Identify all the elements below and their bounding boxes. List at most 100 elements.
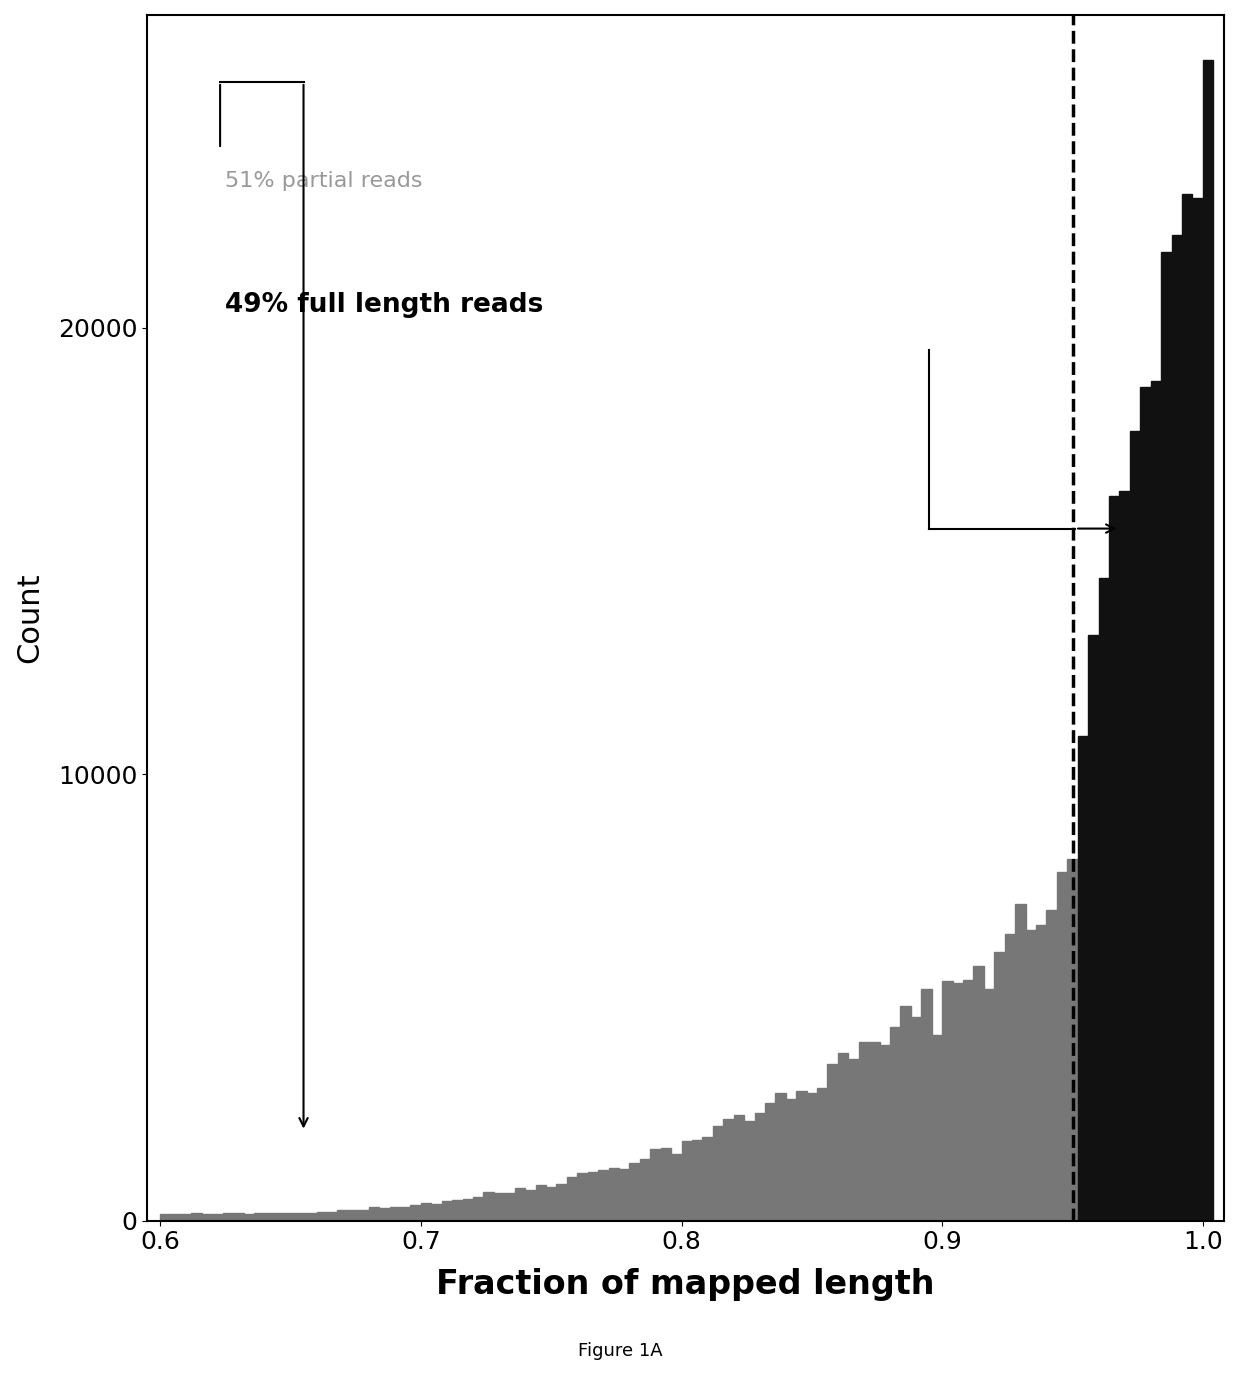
Bar xyxy=(472,1198,484,1220)
Bar xyxy=(420,1204,432,1220)
Bar xyxy=(619,1169,630,1220)
Bar xyxy=(567,1177,577,1220)
Bar xyxy=(775,1094,786,1220)
Text: Figure 1A: Figure 1A xyxy=(578,1343,662,1360)
Bar xyxy=(1182,194,1193,1220)
Bar xyxy=(254,1213,264,1220)
Bar xyxy=(1004,933,1016,1220)
Bar xyxy=(557,1184,567,1220)
Bar xyxy=(212,1215,223,1220)
Bar xyxy=(682,1141,692,1220)
Bar xyxy=(1047,910,1056,1220)
Bar xyxy=(358,1211,368,1220)
Bar xyxy=(744,1121,754,1220)
Bar xyxy=(223,1213,233,1220)
Bar xyxy=(713,1127,723,1220)
Bar xyxy=(578,1173,588,1220)
Bar xyxy=(202,1215,212,1220)
Bar xyxy=(786,1099,796,1220)
Bar xyxy=(285,1212,295,1220)
Bar xyxy=(1025,929,1035,1220)
Bar xyxy=(1203,60,1213,1220)
Bar xyxy=(1193,198,1203,1220)
Bar xyxy=(952,983,963,1220)
Bar xyxy=(734,1114,744,1220)
Bar xyxy=(702,1138,713,1220)
Bar xyxy=(401,1206,410,1220)
Bar xyxy=(1016,904,1025,1220)
Bar xyxy=(1078,736,1089,1220)
Bar xyxy=(869,1042,879,1220)
Bar xyxy=(368,1208,379,1220)
Bar xyxy=(348,1211,358,1220)
Bar xyxy=(807,1092,817,1220)
Bar xyxy=(963,981,973,1220)
Bar xyxy=(921,989,931,1220)
Bar xyxy=(640,1159,650,1220)
Bar xyxy=(1068,859,1078,1220)
Y-axis label: Count: Count xyxy=(15,573,43,663)
Bar xyxy=(609,1167,619,1220)
Bar xyxy=(1089,635,1099,1220)
Bar xyxy=(661,1148,671,1220)
Bar xyxy=(536,1184,546,1220)
Bar xyxy=(233,1213,243,1220)
Bar xyxy=(1151,382,1161,1220)
Bar xyxy=(337,1211,347,1220)
Bar xyxy=(838,1053,848,1220)
Bar xyxy=(817,1088,827,1220)
Bar xyxy=(994,953,1004,1220)
Bar xyxy=(723,1119,734,1220)
Bar xyxy=(191,1213,202,1220)
Bar xyxy=(588,1172,598,1220)
Bar xyxy=(859,1042,869,1220)
Bar xyxy=(515,1188,525,1220)
Bar xyxy=(671,1153,682,1220)
Bar xyxy=(505,1194,515,1220)
Bar xyxy=(1099,578,1109,1220)
Bar xyxy=(598,1170,609,1220)
Bar xyxy=(942,981,952,1220)
Bar xyxy=(525,1190,536,1220)
Bar xyxy=(1141,387,1151,1220)
Bar xyxy=(973,965,983,1220)
Bar xyxy=(630,1163,640,1220)
Bar xyxy=(243,1213,254,1220)
Bar xyxy=(160,1213,171,1220)
Bar xyxy=(1161,252,1172,1220)
Bar xyxy=(264,1213,275,1220)
Bar xyxy=(494,1194,505,1220)
Bar xyxy=(1109,496,1120,1220)
Bar xyxy=(931,1035,942,1220)
Bar xyxy=(1056,872,1068,1220)
Bar xyxy=(1120,490,1130,1220)
Bar xyxy=(900,1006,911,1220)
Bar xyxy=(441,1201,453,1220)
Bar xyxy=(379,1208,389,1220)
Text: 51% partial reads: 51% partial reads xyxy=(226,171,423,191)
Bar xyxy=(463,1198,472,1220)
Bar xyxy=(306,1213,316,1220)
Bar xyxy=(848,1060,859,1220)
Bar xyxy=(1172,235,1182,1220)
Bar xyxy=(1130,430,1141,1220)
Bar xyxy=(692,1139,702,1220)
X-axis label: Fraction of mapped length: Fraction of mapped length xyxy=(436,1269,935,1301)
Text: 49% full length reads: 49% full length reads xyxy=(226,293,543,318)
Bar xyxy=(181,1213,191,1220)
Bar xyxy=(295,1213,306,1220)
Bar xyxy=(1037,925,1047,1220)
Bar xyxy=(983,989,994,1220)
Bar xyxy=(754,1113,765,1220)
Bar xyxy=(389,1206,401,1220)
Bar xyxy=(316,1212,327,1220)
Bar xyxy=(911,1017,921,1220)
Bar xyxy=(327,1212,337,1220)
Bar xyxy=(453,1201,463,1220)
Bar xyxy=(546,1187,557,1220)
Bar xyxy=(171,1215,181,1220)
Bar xyxy=(410,1205,420,1220)
Bar xyxy=(827,1064,838,1220)
Bar xyxy=(890,1027,900,1220)
Bar xyxy=(765,1103,775,1220)
